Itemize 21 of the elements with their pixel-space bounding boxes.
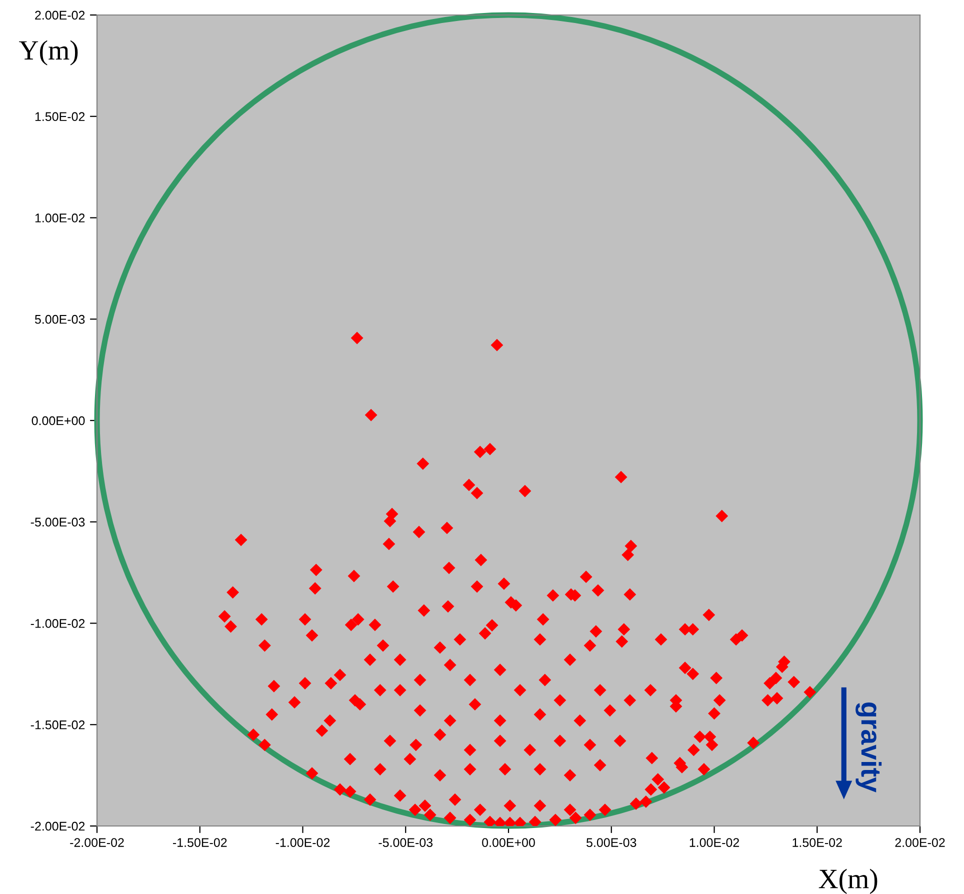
annotation: gravity <box>856 702 882 792</box>
y-tick-label: 0.00E+00 <box>32 416 85 426</box>
y-tick-label: 5.00E-03 <box>34 314 85 324</box>
y-tick-label: 1.50E-02 <box>35 112 85 122</box>
x-axis-title: X(m) <box>818 868 878 894</box>
y-tick-label: -5.00E-03 <box>30 518 85 527</box>
y-tick-label: 1.00E-02 <box>35 214 85 222</box>
y-tick-label: -1.50E-02 <box>30 720 85 730</box>
x-tick-label: 2.00E-02 <box>895 838 945 847</box>
x-tick-label: -1.00E-02 <box>276 838 330 847</box>
x-tick-label: 5.00E-03 <box>586 838 636 847</box>
y-tick-label: -1.00E-02 <box>30 619 85 628</box>
y-tick-label: 2.00E-02 <box>35 10 85 20</box>
x-tick-label: -5.00E-03 <box>378 838 433 847</box>
x-tick-label: 0.00E+00 <box>482 838 535 847</box>
x-tick-label: 1.50E-02 <box>792 838 842 847</box>
y-axis-title: Y(m) <box>19 40 78 66</box>
x-tick-label: -2.00E-02 <box>70 838 124 847</box>
x-tick-label: -1.50E-02 <box>172 838 227 847</box>
y-tick-label: -2.00E-02 <box>30 822 85 831</box>
x-tick-label: 1.00E-02 <box>690 838 739 847</box>
